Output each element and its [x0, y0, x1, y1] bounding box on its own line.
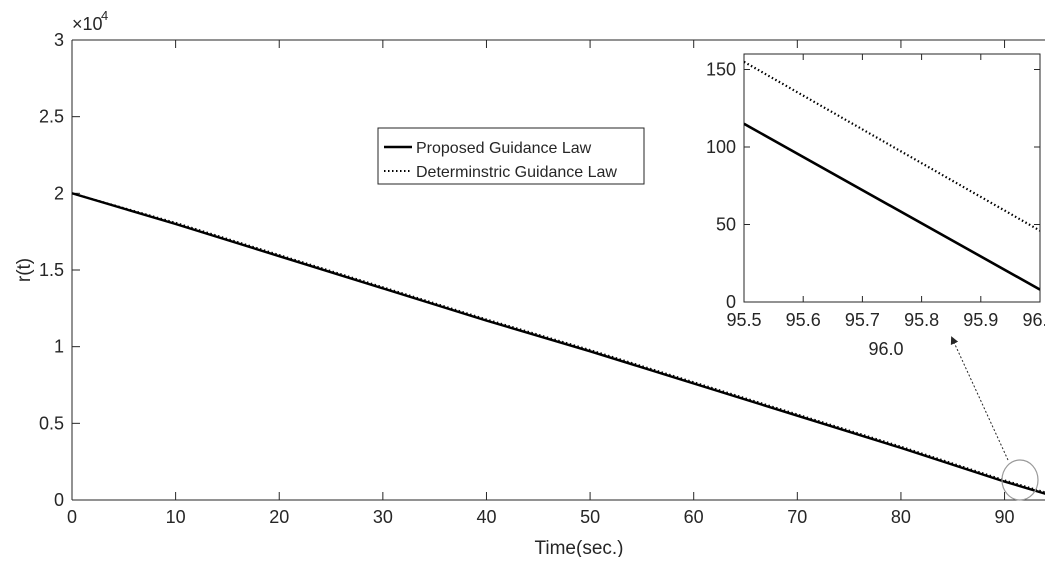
x-tick-label: 90	[995, 507, 1015, 527]
main-plot-layer: 0 10 20 30 40 50 60 70 80 90 0 0.5 1 1.5 2 2.5 3 ×104 Time…	[14, 8, 1045, 559]
zoom-arrow	[950, 336, 1009, 461]
zoom-region-marker	[1001, 459, 1039, 501]
inset-x-tick-label: 95.5	[726, 310, 761, 330]
x-tick-label: 30	[373, 507, 393, 527]
x-tick-label: 40	[476, 507, 496, 527]
x-tick-label: 60	[684, 507, 704, 527]
inset-annotation: 96.0	[868, 339, 903, 359]
inset-y-tick-label: 150	[706, 60, 736, 80]
x-tick-label: 20	[269, 507, 289, 527]
y-exponent-base: ×10	[72, 14, 103, 34]
series-line-1	[72, 192, 1045, 495]
x-tick-label: 80	[891, 507, 911, 527]
x-axis-label: Time(sec.)	[534, 538, 623, 557]
series-line-2	[72, 192, 1045, 494]
inset-y-tick-label: 50	[716, 215, 736, 235]
inset-y-tick-label: 100	[706, 137, 736, 157]
y-tick-label: 0.5	[39, 413, 64, 433]
legend: Proposed Guidance Law Determinstric Guida…	[377, 127, 645, 185]
y-tick-label: 2.5	[39, 107, 64, 127]
inset-x-tick-label: 95.6	[786, 310, 821, 330]
y-tick-label: 0	[54, 490, 64, 510]
x-tick-label: 0	[67, 507, 77, 527]
legend-label-1: Proposed Guidance Law	[416, 140, 592, 157]
legend-box	[377, 127, 645, 185]
inset-x-tick-label: 96.0	[1022, 310, 1045, 330]
x-tick-label: 50	[580, 507, 600, 527]
y-tick-label: 3	[54, 30, 64, 50]
inset-x-tick-label: 95.9	[963, 310, 998, 330]
inset-plot-layer: 95.5 95.6 95.7 95.8 95.9 96.0 0 50 100 150 96.0	[706, 53, 1045, 359]
inset-series-line-2	[744, 60, 1040, 232]
y-exponent-power: 4	[101, 8, 108, 23]
main-series-group	[72, 192, 1045, 495]
inset-y-tick-label: 0	[726, 292, 736, 312]
legend-label-2: Determinstric Guidance Law	[416, 164, 617, 181]
x-tick-label: 70	[787, 507, 807, 527]
inset-x-tick-label: 95.7	[845, 310, 880, 330]
y-axis-label: r(t)	[14, 258, 35, 282]
y-tick-label: 1	[54, 337, 64, 357]
y-tick-label: 2	[54, 183, 64, 203]
inset-series-line-1	[744, 122, 1040, 291]
inset-x-tick-label: 95.8	[904, 310, 939, 330]
x-tick-label: 10	[166, 507, 186, 527]
y-tick-label: 1.5	[39, 260, 64, 280]
inset-series-group	[744, 60, 1040, 291]
